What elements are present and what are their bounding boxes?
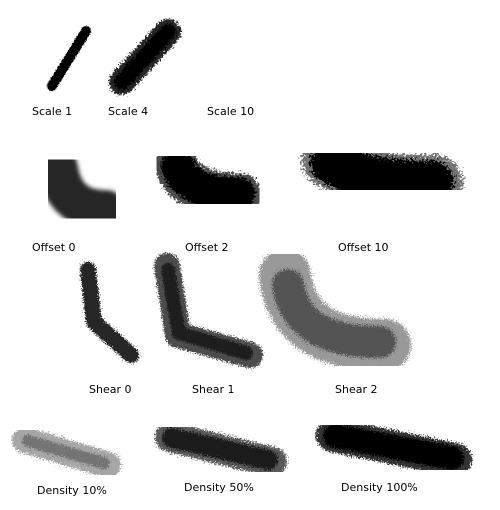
shear-1-label: Shear 1 [192, 383, 235, 396]
scale-4-stroke [109, 19, 181, 95]
offset-2-label: Offset 2 [185, 241, 229, 254]
density-50-stroke [155, 422, 287, 477]
density-50-label: Density 50% [184, 481, 254, 494]
shear-0-stroke [80, 262, 139, 363]
density-10-label: Density 10% [37, 484, 107, 497]
scale-1-label: Scale 1 [32, 105, 73, 118]
shear-1-stroke [154, 253, 263, 368]
shear-2-label: Shear 2 [335, 383, 378, 396]
shear-0-label: Shear 0 [89, 383, 132, 396]
offset-10-stroke [302, 132, 463, 211]
density-100-stroke [316, 418, 472, 477]
offset-10-label: Offset 10 [338, 241, 389, 254]
density-100-label: Density 100% [341, 481, 418, 494]
offset-0-label: Offset 0 [32, 241, 76, 254]
scale-10-label: Scale 10 [207, 105, 255, 118]
offset-2-stroke [154, 143, 262, 217]
shear-2-stroke [259, 249, 411, 371]
density-10-stroke [12, 427, 121, 478]
scale-4-label: Scale 4 [108, 105, 149, 118]
offset-0-stroke [38, 148, 126, 230]
scale-1-stroke [47, 26, 91, 91]
